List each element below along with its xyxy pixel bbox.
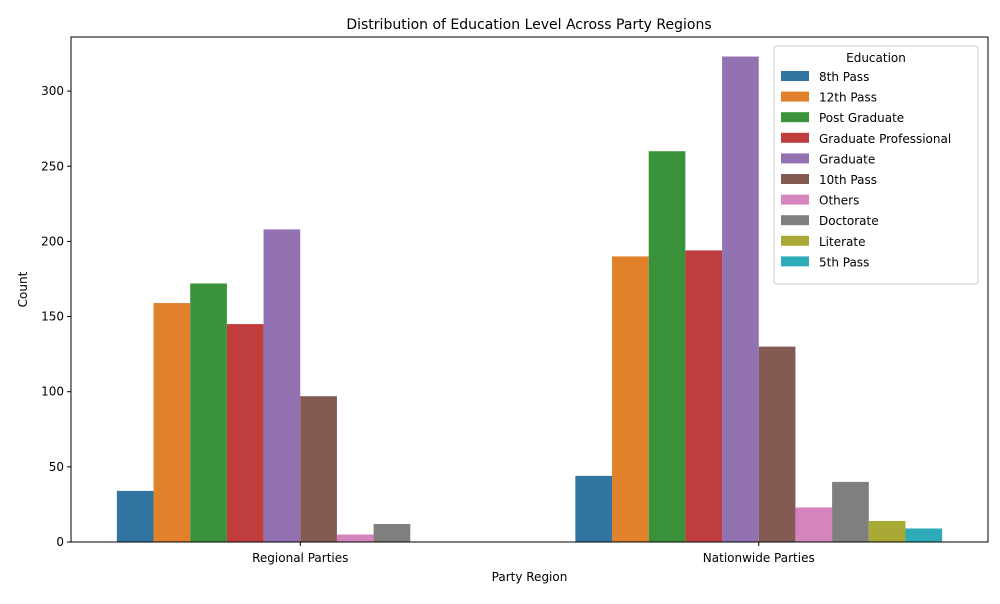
y-tick-label: 0 [56,535,64,549]
legend-swatch [781,71,809,81]
legend-label: Literate [819,235,865,249]
bar-post-graduate-1 [648,151,686,543]
y-axis: 0 50 100 150 200 250 300 [41,84,71,549]
legend-label: 12th Pass [819,91,877,105]
bar-literate-1 [868,520,906,542]
bar-10th-pass-1 [758,346,796,542]
bar-post-graduate-0 [190,283,227,542]
x-tick-label: Regional Parties [252,551,348,565]
bar-10th-pass-0 [300,396,337,542]
y-tick-label: 250 [41,159,64,173]
plot-frame [70,36,989,543]
legend-swatch [781,194,809,205]
y-axis-label: Count [16,271,30,307]
legend-swatch [781,153,809,164]
legend-label: Post Graduate [819,111,904,125]
legend: Education 8th Pass 12th Pass Post Graduate G… [773,45,979,285]
bar-8th-pass-0 [116,490,154,542]
y-tick-label: 300 [41,84,64,98]
legend-swatch [781,235,809,246]
bar-graduate-0 [263,229,301,542]
bar-graduate-professional-0 [226,324,264,542]
y-tick-label: 200 [41,234,64,248]
bar-graduate-1 [722,56,759,542]
legend-swatch [781,132,809,143]
bar-doctorate-0 [373,523,411,542]
chart-title: Distribution of Education Level Across P… [346,17,711,33]
legend-swatch [781,112,809,123]
legend-swatch [781,256,809,267]
legend-box [773,45,979,285]
legend-title: Education [846,51,906,65]
bar-others-1 [795,507,833,542]
legend-label: Doctorate [819,214,879,228]
x-tick-label: Nationwide Parties [703,551,815,565]
bar-12th-pass-0 [153,303,191,542]
legend-label: Graduate [819,152,875,166]
bar-others-0 [336,534,374,542]
legend-label: 8th Pass [819,70,869,84]
bar-graduate-professional-1 [685,250,723,543]
bar-12th-pass-1 [612,256,649,542]
bars-group [116,56,943,543]
legend-swatch [781,174,809,184]
legend-swatch [781,91,809,102]
bar-doctorate-1 [832,481,869,542]
bar-5th-pass-1 [905,528,943,542]
legend-label: Graduate Professional [819,132,951,146]
y-tick-label: 100 [41,385,64,399]
legend-label: Others [819,194,859,208]
y-tick-label: 150 [41,310,64,324]
bar-8th-pass-1 [575,475,613,542]
x-axis: Regional Parties Nationwide Parties [252,542,815,565]
x-axis-label: Party Region [492,570,568,584]
legend-label: 10th Pass [819,173,877,187]
legend-swatch [781,215,809,226]
legend-label: 5th Pass [819,255,869,269]
y-tick-label: 50 [49,460,64,474]
